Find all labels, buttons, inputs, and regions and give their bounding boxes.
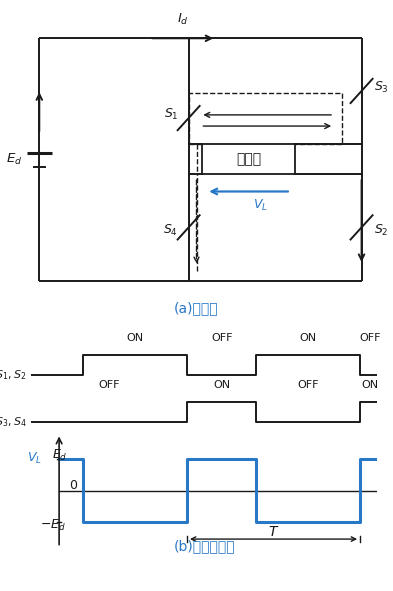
Text: OFF: OFF	[211, 333, 232, 343]
Text: $S_4$: $S_4$	[163, 223, 178, 238]
Text: $S_1$: $S_1$	[163, 108, 178, 122]
Text: ON: ON	[362, 380, 379, 390]
Text: $V_L$: $V_L$	[253, 199, 268, 213]
Text: $I_d$: $I_d$	[177, 12, 189, 27]
Text: $S_2$: $S_2$	[374, 223, 389, 238]
Text: $S_3$: $S_3$	[374, 80, 389, 95]
Bar	[189, 93, 342, 144]
Text: ON: ON	[299, 333, 317, 343]
Bar	[202, 144, 295, 174]
Text: OFF: OFF	[298, 380, 319, 390]
Text: OFF: OFF	[99, 380, 120, 390]
Text: OFF: OFF	[360, 333, 381, 343]
Text: (b)　出力電圧: (b) 出力電圧	[174, 540, 235, 553]
Text: $T$: $T$	[268, 525, 279, 538]
Text: ON: ON	[213, 380, 230, 390]
Text: 0: 0	[70, 479, 77, 492]
Text: $E_d$: $E_d$	[52, 448, 68, 463]
Text: $S_3, S_4$: $S_3, S_4$	[0, 415, 26, 429]
Text: $E_d$: $E_d$	[6, 152, 22, 167]
Text: 負　荷: 負 荷	[236, 152, 261, 165]
Text: (a)　回路: (a) 回路	[174, 301, 219, 315]
Text: ON: ON	[127, 333, 144, 343]
Text: $V_L$: $V_L$	[28, 452, 42, 466]
Text: $S_1, S_2$: $S_1, S_2$	[0, 368, 26, 382]
Text: $-E_d$: $-E_d$	[40, 518, 66, 533]
